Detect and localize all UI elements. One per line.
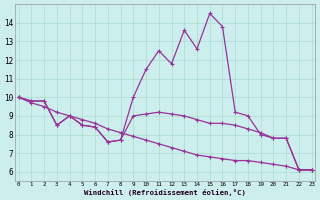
- X-axis label: Windchill (Refroidissement éolien,°C): Windchill (Refroidissement éolien,°C): [84, 189, 246, 196]
